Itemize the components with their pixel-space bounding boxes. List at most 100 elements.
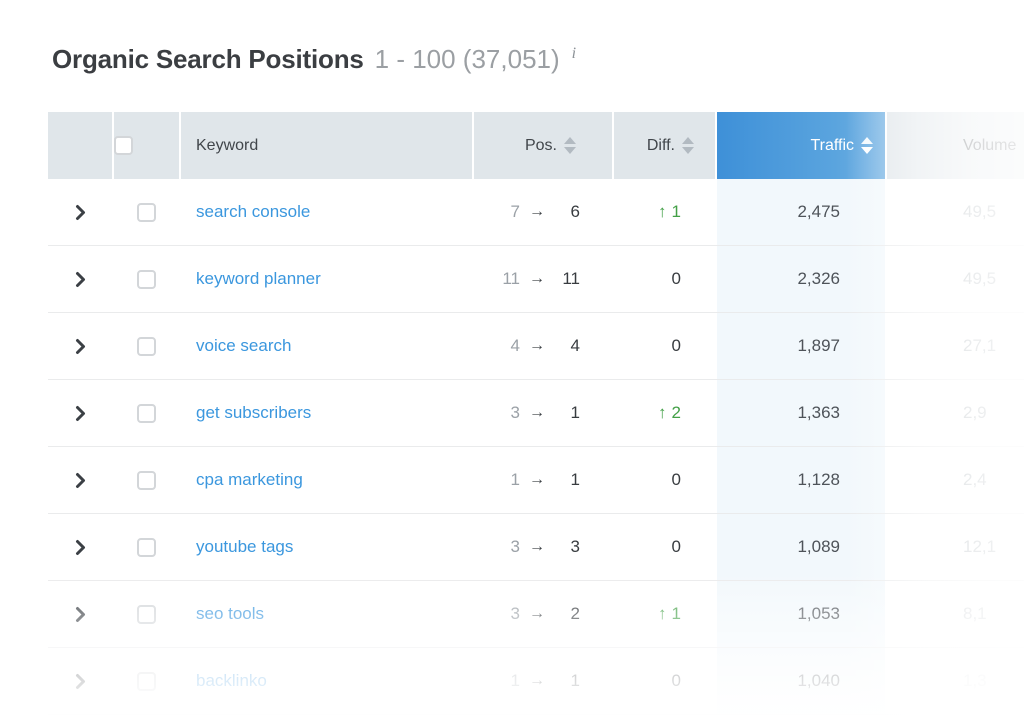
traffic-cell: 1,053 [717,581,885,647]
diff-value: 1 [671,202,681,221]
pos-previous: 3 [510,403,520,422]
volume-cell: 49,5 [887,246,1024,312]
chevron-right-icon [75,539,85,555]
pos-previous: 1 [510,470,520,489]
header-diff[interactable]: Diff. [614,112,715,179]
diff-indicator: ↑ 2 [658,403,681,423]
header-volume-label: Volume [963,136,1017,154]
row-checkbox[interactable] [137,604,156,624]
keyword-link[interactable]: backlinko [196,671,267,690]
pos-previous: 4 [510,336,520,355]
info-icon[interactable]: i [571,45,577,62]
keyword-cell: keyword planner [181,246,472,312]
keyword-link[interactable]: cpa marketing [196,470,303,489]
keyword-cell: search console [181,179,472,245]
position-cell: 4 → 4 [474,313,612,379]
pos-change-arrow: → [529,404,545,421]
checkbox-cell [114,581,179,647]
keyword-link[interactable]: search console [196,202,311,221]
diff-value: 0 [671,470,681,489]
volume-cell: 1,3 [887,648,1024,714]
traffic-cell: 1,128 [717,447,885,513]
checkbox-cell [114,648,179,714]
select-all-cell [114,112,179,179]
row-checkbox[interactable] [137,470,156,490]
keyword-link[interactable]: youtube tags [196,537,294,556]
pos-current: 1 [570,403,580,422]
pos-current: 6 [570,202,580,221]
chevron-right-icon [75,405,85,421]
row-checkbox[interactable] [137,336,156,356]
volume-cell: 27,1 [887,313,1024,379]
header-traffic-active-sort[interactable]: Traffic [717,112,885,179]
keyword-link[interactable]: voice search [196,336,292,355]
position-cell: 11 → 11 [474,246,612,312]
header-traffic-label: Traffic [810,136,854,154]
pos-change-arrow: → [529,471,545,488]
pos-current: 3 [570,537,580,556]
page-title: Organic Search Positions 1 - 100 (37,051… [52,44,576,75]
chevron-right-icon [75,472,85,488]
volume-value: 12,1 [963,537,997,556]
checkbox-cell [114,447,179,513]
table-row: get subscribers 3 → 1 ↑ 2 1,363 2,9 [48,380,1024,447]
table-row: search console 7 → 6 ↑ 1 2,475 49,5 [48,179,1024,246]
pos-change-arrow: → [529,672,545,689]
expand-row-button[interactable] [48,380,112,446]
keyword-link[interactable]: keyword planner [196,269,321,288]
position-cell: 7 → 6 [474,179,612,245]
keyword-link[interactable]: seo tools [196,604,265,623]
chevron-right-icon [75,271,85,287]
expand-row-button[interactable] [48,179,112,245]
keyword-cell: voice search [181,313,472,379]
keyword-cell: backlinko [181,648,472,714]
keyword-link[interactable]: get subscribers [196,403,312,422]
expand-row-button[interactable] [48,447,112,513]
expand-row-button[interactable] [48,313,112,379]
expand-row-button[interactable] [48,581,112,647]
chevron-right-icon [75,204,85,220]
positions-table: Keyword Pos. Diff. Traffic Volume [48,112,1024,715]
header-pos[interactable]: Pos. [474,112,612,179]
sort-arrows-icon [861,137,873,154]
header-pos-label: Pos. [524,136,557,154]
traffic-value: 2,475 [797,202,840,221]
row-checkbox[interactable] [137,269,156,289]
traffic-value: 1,040 [797,671,840,690]
row-checkbox[interactable] [137,537,156,557]
chevron-right-icon [75,673,85,689]
checkbox-cell [114,179,179,245]
expand-row-button[interactable] [48,514,112,580]
checkbox-cell [114,313,179,379]
header-volume[interactable]: Volume [887,112,1024,179]
row-checkbox[interactable] [137,403,156,423]
pos-change-arrow: → [529,270,545,287]
keyword-cell: youtube tags [181,514,472,580]
expand-row-button[interactable] [48,246,112,312]
pos-current: 1 [570,671,580,690]
keyword-cell: get subscribers [181,380,472,446]
pos-previous: 11 [502,269,520,288]
expand-row-button[interactable] [48,648,112,714]
select-all-checkbox[interactable] [114,136,133,155]
traffic-cell: 1,897 [717,313,885,379]
volume-value: 2,4 [963,470,987,489]
row-checkbox[interactable] [137,671,156,691]
diff-indicator: ↑ 1 [658,604,681,624]
table-row: backlinko 1 → 1 0 1,040 1,3 [48,648,1024,715]
row-checkbox[interactable] [137,202,156,222]
pos-previous: 1 [510,671,520,690]
pos-change-arrow: → [529,203,545,220]
traffic-value: 1,089 [797,537,840,556]
diff-indicator: 0 [667,537,681,557]
diff-indicator: 0 [667,336,681,356]
volume-cell: 2,4 [887,447,1024,513]
table-row: youtube tags 3 → 3 0 1,089 12,1 [48,514,1024,581]
pos-current: 4 [570,336,580,355]
table-row: cpa marketing 1 → 1 0 1,128 2,4 [48,447,1024,514]
volume-value: 49,5 [963,269,997,288]
diff-cell: ↑ 1 [614,179,715,245]
traffic-value: 1,363 [797,403,840,422]
traffic-cell: 2,475 [717,179,885,245]
